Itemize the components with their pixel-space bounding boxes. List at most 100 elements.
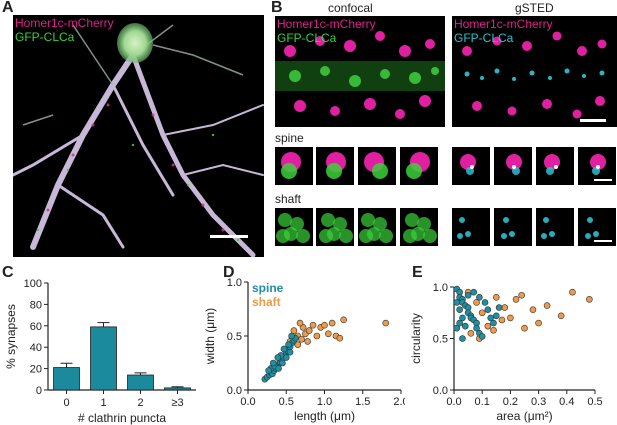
x-tick-label: 2	[137, 397, 143, 409]
clathrin-spot	[406, 163, 422, 179]
clathrin-spot	[509, 231, 515, 237]
shaft-thumbnail-micrograph	[585, 217, 599, 239]
x-tick-label: 0.2	[503, 396, 518, 408]
shaft-point	[296, 319, 304, 327]
y-tick-label: 0.5	[433, 334, 448, 346]
shaft-point	[512, 296, 520, 303]
homer-spot	[506, 154, 522, 170]
x-tick-label: 0.5	[279, 396, 294, 408]
spine-point	[274, 354, 282, 361]
shaft-point	[507, 314, 514, 322]
clathrin-spot	[503, 217, 509, 223]
gsted-dendrite-micrograph	[462, 31, 607, 119]
shaft-point	[557, 312, 565, 320]
bar	[53, 367, 80, 391]
shaft-thumbnail-micrograph	[403, 213, 437, 243]
spine-point	[459, 335, 466, 342]
clathrin-spot	[541, 233, 547, 239]
bar	[90, 326, 117, 391]
spine-thumbnail-micrograph	[460, 154, 476, 175]
clathrin-spot	[326, 163, 342, 179]
shaft-thumbnail	[275, 208, 313, 246]
shaft-point	[309, 321, 317, 329]
overlap-spot	[554, 165, 558, 169]
spine-scalebar	[594, 179, 612, 181]
panel-letter-a: A	[2, 0, 14, 16]
column-header-confocal: confocal	[328, 1, 373, 15]
shaft-point	[493, 293, 500, 301]
spine-thumbnail	[494, 147, 532, 185]
panel-letter-c: C	[2, 264, 14, 281]
bar	[164, 387, 191, 391]
panel-b-right-gfp-label: GFP-CLCa	[454, 31, 514, 45]
clathrin-spot	[296, 229, 310, 243]
shaft-point	[501, 304, 509, 311]
overlap-spot	[596, 165, 600, 169]
spine-thumbnail	[578, 147, 616, 185]
shaft-point	[498, 316, 506, 324]
spine-point	[453, 324, 461, 332]
shaft-thumbnail	[452, 208, 490, 246]
row-label-shaft: shaft	[275, 192, 302, 206]
shaft-point	[328, 319, 336, 327]
shaft-thumbnail-micrograph	[457, 217, 471, 239]
shaft-thumbnail-micrograph	[276, 213, 310, 243]
clathrin-spot	[543, 217, 549, 223]
spine-point	[275, 365, 282, 372]
panel-b-right-homer-label: Homer1c-mCherry	[454, 17, 553, 31]
x-tick-label: 0.1	[475, 396, 490, 408]
shaft-thumbnail-micrograph	[541, 217, 555, 239]
spine-point	[487, 314, 494, 322]
clathrin-spot	[359, 229, 373, 243]
shaft-point	[304, 338, 311, 345]
shaft-point	[325, 330, 332, 338]
spine-point	[473, 324, 480, 332]
x-tick-label: 0.0	[240, 396, 255, 408]
clathrin-spot	[278, 213, 292, 227]
spine-point	[288, 332, 295, 340]
panel-letter-b: B	[271, 0, 283, 16]
shaft-point	[529, 306, 537, 313]
x-tick-label: 0.3	[531, 396, 546, 408]
spine-point	[490, 319, 497, 327]
shaft-point	[290, 327, 298, 334]
shaft-thumbnail	[578, 208, 616, 246]
spine-point	[279, 359, 286, 367]
shaft-point	[535, 319, 542, 327]
panel-b-scalebar	[580, 119, 606, 122]
x-tick-label: 1	[100, 397, 106, 409]
x-tick-label: 2.0	[393, 396, 405, 408]
spine-thumbnail	[400, 147, 438, 185]
shaft-point	[543, 302, 551, 309]
spine-point	[456, 306, 463, 313]
column-header-gsted: gSTED	[515, 1, 554, 15]
scatter-chart-area-circularity: 0.0 0.5 1.0 0.0 0.1 0.2 0.3 0.4 0.5 area (μm²) cir…	[410, 282, 603, 423]
y-tick-label: 0.0	[433, 385, 448, 397]
shaft-point	[467, 330, 475, 337]
x-axis-label: length (μm)	[294, 409, 355, 423]
clathrin-spot	[319, 229, 333, 243]
spine-point	[461, 322, 469, 330]
spine-point	[464, 291, 472, 299]
x-tick-label: ≥3	[171, 397, 183, 409]
shaft-point	[313, 332, 321, 340]
shaft-point	[521, 324, 528, 332]
x-tick-label: 1.5	[355, 396, 370, 408]
y-tick-label: 20	[30, 364, 42, 376]
panel-letter-e: E	[412, 264, 423, 281]
x-tick-label: 0	[63, 397, 69, 409]
y-tick-label: 60	[30, 321, 42, 333]
shaft-point	[484, 322, 492, 330]
spine-thumbnail	[452, 147, 490, 185]
clathrin-spot	[501, 233, 507, 239]
x-tick-label: 1.0	[317, 396, 332, 408]
panel-a-homer-label: Homer1c-mCherry	[15, 16, 114, 30]
panel-a-scalebar	[210, 235, 248, 238]
shaft-point	[336, 334, 344, 342]
y-axis-label: % synapses	[4, 304, 18, 369]
y-tick-label: 0.5	[227, 331, 242, 343]
spine-thumbnail-micrograph	[506, 154, 522, 175]
clathrin-spot	[546, 167, 554, 175]
x-axis-label: # clathrin puncta	[78, 411, 166, 425]
clathrin-spot	[587, 217, 593, 223]
